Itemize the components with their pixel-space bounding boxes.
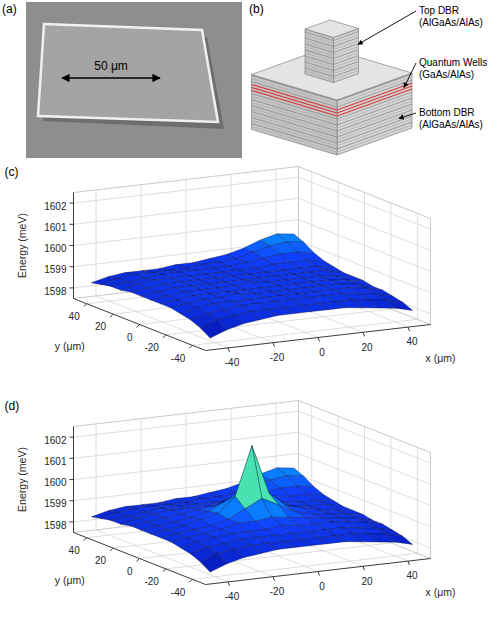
svg-text:1598: 1598 — [44, 286, 67, 297]
svg-text:40: 40 — [406, 570, 418, 581]
svg-text:y (μm): y (μm) — [55, 574, 85, 586]
svg-text:-40: -40 — [171, 353, 186, 364]
svg-text:20: 20 — [361, 576, 373, 587]
svg-text:-20: -20 — [144, 342, 159, 353]
svg-text:x (μm): x (μm) — [426, 352, 456, 364]
svg-text:-40: -40 — [225, 357, 240, 368]
svg-text:1600: 1600 — [44, 243, 67, 254]
svg-text:Top DBR: Top DBR — [419, 5, 459, 16]
svg-text:Quantum Wells: Quantum Wells — [419, 57, 487, 68]
svg-text:(d): (d) — [5, 399, 20, 413]
svg-text:50 μm: 50 μm — [94, 59, 128, 73]
svg-text:1598: 1598 — [44, 520, 67, 531]
svg-text:1600: 1600 — [44, 477, 67, 488]
svg-text:0: 0 — [127, 332, 133, 343]
svg-text:-40: -40 — [225, 591, 240, 602]
svg-text:20: 20 — [95, 321, 107, 332]
svg-text:1601: 1601 — [44, 456, 67, 467]
svg-text:-40: -40 — [171, 587, 186, 598]
svg-text:Energy (meV): Energy (meV) — [16, 447, 28, 512]
svg-text:1602: 1602 — [44, 201, 67, 212]
svg-text:40: 40 — [69, 311, 81, 322]
svg-text:0: 0 — [127, 566, 133, 577]
svg-text:(AlGaAs/AlAs): (AlGaAs/AlAs) — [419, 119, 483, 130]
svg-text:x (μm): x (μm) — [426, 586, 456, 598]
svg-text:(AlGaAs/AlAs): (AlGaAs/AlAs) — [419, 17, 483, 28]
svg-text:-20: -20 — [270, 352, 285, 363]
svg-text:1601: 1601 — [44, 222, 67, 233]
svg-text:20: 20 — [361, 342, 373, 353]
svg-text:1602: 1602 — [44, 435, 67, 446]
svg-text:-20: -20 — [144, 576, 159, 587]
svg-text:0: 0 — [319, 581, 325, 592]
svg-text:(a): (a) — [2, 2, 17, 16]
svg-text:40: 40 — [69, 545, 81, 556]
svg-text:(GaAs/AlAs): (GaAs/AlAs) — [419, 69, 474, 80]
svg-text:Energy (meV): Energy (meV) — [16, 213, 28, 278]
svg-text:y (μm): y (μm) — [55, 340, 85, 352]
svg-text:40: 40 — [406, 336, 418, 347]
svg-text:(c): (c) — [5, 165, 19, 179]
svg-text:(b): (b) — [249, 2, 264, 16]
svg-text:0: 0 — [319, 347, 325, 358]
svg-text:1599: 1599 — [44, 498, 67, 509]
svg-text:1599: 1599 — [44, 264, 67, 275]
svg-text:Bottom DBR: Bottom DBR — [419, 107, 475, 118]
svg-text:-20: -20 — [270, 586, 285, 597]
svg-text:20: 20 — [95, 555, 107, 566]
